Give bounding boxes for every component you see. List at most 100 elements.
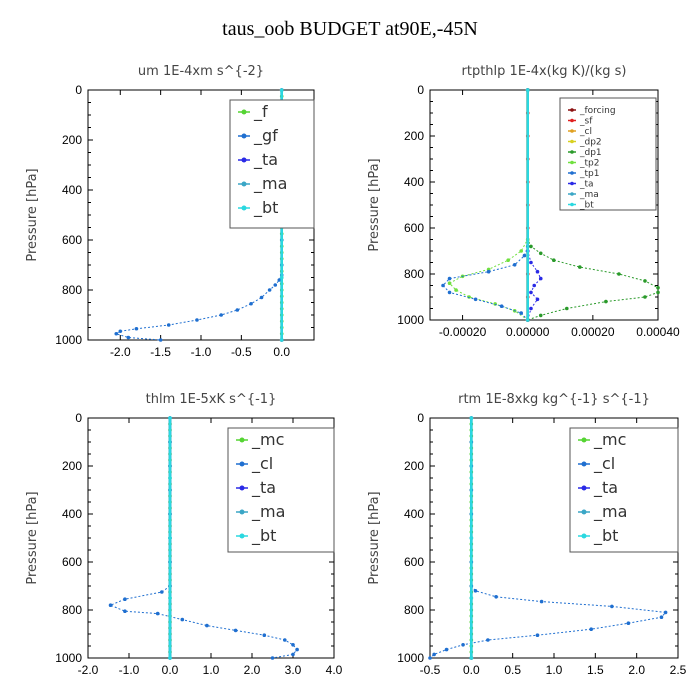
legend-label: _ta — [251, 478, 276, 498]
y-tick-label: 800 — [404, 603, 424, 617]
x-tick-label: 1.5 — [587, 663, 604, 677]
x-tick-label: 2.0 — [244, 663, 261, 677]
data-point — [279, 338, 284, 342]
y-tick-label: 600 — [62, 233, 82, 247]
legend-marker — [581, 485, 587, 491]
data-point — [279, 275, 284, 280]
x-tick-label: -2.0 — [110, 345, 131, 359]
data-point — [134, 326, 139, 331]
data-point — [535, 297, 540, 302]
y-tick-label: 1000 — [397, 313, 424, 327]
data-point — [168, 656, 172, 660]
y-tick-label: 1000 — [55, 333, 82, 347]
data-point — [428, 656, 432, 660]
legend-label: _cl — [593, 454, 615, 474]
data-point — [273, 283, 278, 287]
data-point — [469, 536, 474, 540]
chart-panel-1: um 1E-4xm s^{-2} Pressure [hPa] 0 200 400 600… — [25, 64, 315, 359]
data-point — [291, 643, 295, 647]
data-point — [656, 286, 660, 290]
y-tick-label: 200 — [62, 133, 82, 147]
legend-label: _mc — [251, 430, 284, 450]
data-point — [283, 638, 287, 642]
data-point — [279, 88, 284, 92]
y-tick-label: 400 — [62, 183, 82, 197]
x-tick-label: -1.0 — [119, 663, 140, 677]
x-tick-label: -1.5 — [150, 345, 171, 359]
data-point — [168, 596, 172, 600]
legend-label: _sf — [579, 117, 593, 127]
legend-marker — [239, 437, 245, 443]
legend-label: _ma — [579, 190, 599, 200]
legend-marker — [241, 133, 247, 139]
chart-panel-2: rtpthlp 1E-4x(kg K)/(kg s) Pressure [hPa]… — [367, 64, 680, 339]
x-tick-label: 0.0 — [463, 663, 480, 677]
data-point — [267, 288, 272, 292]
data-point — [539, 599, 544, 604]
x-tick-label: -2.0 — [78, 663, 99, 677]
series-line-tp2 — [448, 90, 529, 321]
data-point — [610, 604, 614, 609]
y-tick-label: 0 — [417, 411, 424, 425]
x-tick-label: 0.0 — [162, 663, 179, 677]
data-point — [270, 656, 275, 660]
data-point — [473, 589, 478, 593]
data-point — [626, 621, 631, 625]
legend-label: _mc — [593, 430, 626, 450]
data-point — [529, 260, 533, 265]
data-point — [604, 299, 608, 304]
x-tick-label: 2.0 — [628, 663, 645, 677]
legend-label: _forcing — [579, 106, 616, 116]
y-axis-label: Pressure [hPa] — [25, 491, 40, 584]
x-tick-label: 0.00000 — [506, 325, 550, 339]
data-point — [538, 313, 543, 318]
data-point — [506, 258, 510, 263]
legend: _f _gf _ta _ma _bt — [229, 99, 315, 229]
y-axis-label: Pressure [hPa] — [367, 491, 382, 584]
legend-label: _ma — [251, 502, 285, 522]
data-point — [454, 288, 458, 292]
data-point — [551, 258, 556, 263]
data-point — [467, 295, 471, 299]
legend-marker — [570, 139, 574, 144]
data-point — [519, 249, 523, 253]
data-point — [295, 647, 299, 652]
legend-marker — [570, 108, 574, 112]
x-tick-label: 4.0 — [326, 663, 343, 677]
x-tick-label: 0.00040 — [636, 325, 680, 339]
legend-label: _cl — [251, 454, 273, 474]
data-point — [155, 611, 160, 616]
x-tick-label: 1.0 — [546, 663, 563, 677]
data-point — [565, 306, 569, 311]
data-point — [168, 476, 172, 480]
data-point — [486, 638, 490, 642]
legend-marker — [239, 485, 245, 491]
legend-marker — [570, 118, 574, 123]
data-point — [158, 338, 163, 342]
data-point — [461, 643, 465, 647]
x-tick-label: -0.5 — [231, 345, 252, 359]
legend-label: _ta — [579, 180, 594, 190]
data-point — [166, 323, 171, 327]
data-point — [525, 88, 530, 92]
legend-box — [227, 427, 335, 553]
data-point — [235, 308, 240, 312]
data-point — [499, 304, 504, 309]
y-tick-label: 600 — [404, 221, 424, 235]
data-point — [195, 318, 199, 322]
data-point — [519, 311, 523, 315]
data-point — [535, 269, 540, 274]
y-tick-label: 200 — [404, 129, 424, 143]
data-point — [529, 290, 533, 295]
legend-label: _dp1 — [579, 148, 602, 158]
x-tick-label: 0.5 — [504, 663, 521, 677]
y-tick-label: 0 — [75, 83, 82, 97]
legend-label: _ma — [593, 502, 627, 522]
chart-panel-4: rtm 1E-8xkg kg^{-1} s^{-1} Pressure [hPa]… — [367, 392, 687, 677]
y-tick-label: 1000 — [397, 651, 424, 665]
legend-marker — [581, 461, 587, 467]
legend-marker — [570, 192, 574, 196]
data-point — [168, 416, 172, 420]
data-point — [617, 272, 621, 276]
data-point — [444, 647, 449, 652]
